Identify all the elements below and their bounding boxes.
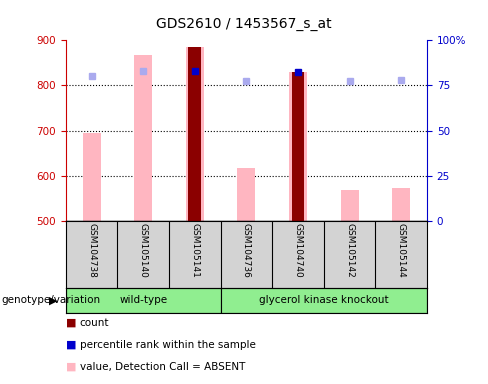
Text: GSM105144: GSM105144 (397, 223, 406, 278)
Bar (134, 55, 152, 221)
Bar (289, 72, 307, 221)
Text: ■: ■ (66, 318, 77, 328)
Text: GSM104738: GSM104738 (87, 223, 96, 278)
Text: ■: ■ (66, 340, 77, 350)
Bar (188, 47, 202, 221)
Text: count: count (80, 318, 109, 328)
Text: percentile rank within the sample: percentile rank within the sample (80, 340, 255, 350)
Text: glycerol kinase knockout: glycerol kinase knockout (259, 295, 388, 306)
Text: GSM105140: GSM105140 (139, 223, 148, 278)
Text: GSM105141: GSM105141 (190, 223, 200, 278)
Bar (392, 188, 410, 221)
Bar (66, 288, 221, 313)
Bar (238, 167, 256, 221)
Bar (341, 190, 359, 221)
Text: GDS2610 / 1453567_s_at: GDS2610 / 1453567_s_at (156, 17, 332, 31)
Text: GSM104736: GSM104736 (242, 223, 251, 278)
Bar (186, 47, 204, 221)
Text: value, Detection Call = ABSENT: value, Detection Call = ABSENT (80, 362, 245, 372)
Text: wild-type: wild-type (119, 295, 167, 306)
Text: GSM104740: GSM104740 (293, 223, 303, 278)
Text: genotype/variation: genotype/variation (1, 295, 101, 306)
Bar (82, 133, 101, 221)
Text: GSM105142: GSM105142 (345, 223, 354, 278)
Text: ■: ■ (66, 362, 77, 372)
Bar (292, 72, 305, 221)
Bar (221, 288, 427, 313)
Text: ▶: ▶ (49, 295, 58, 306)
